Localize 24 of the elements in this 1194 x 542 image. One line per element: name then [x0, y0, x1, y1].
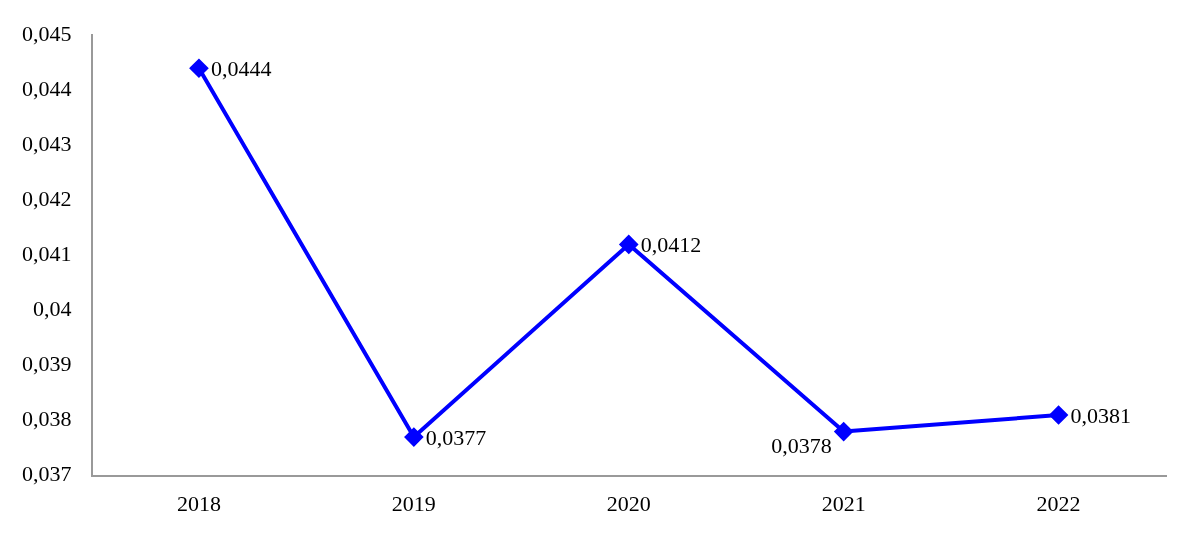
point [834, 422, 853, 441]
point [1049, 406, 1068, 425]
y-tick-label: 0,037 [22, 461, 72, 487]
y-tick-label: 0,045 [22, 20, 72, 46]
x-tick-label: 2020 [606, 490, 651, 516]
y-tick-label: 0,042 [22, 186, 72, 212]
y-tick-label: 0,041 [22, 241, 72, 267]
y-tick-label: 0,039 [22, 351, 72, 377]
y-tick-label: 0,038 [22, 406, 72, 432]
y-tick-label: 0,044 [22, 76, 72, 102]
point [189, 59, 208, 78]
data-label: 0,0378 [771, 433, 832, 459]
data-label: 0,0381 [1070, 402, 1132, 428]
y-tick-label: 0,043 [22, 131, 72, 157]
data-label: 0,0444 [210, 56, 272, 82]
x-tick-label: 2019 [391, 490, 436, 516]
y-tick-label: 0,04 [33, 296, 72, 322]
x-tick-label: 2022 [1036, 490, 1081, 516]
x-tick-label: 2018 [176, 490, 221, 516]
data-label: 0,0377 [425, 424, 487, 450]
point [619, 235, 638, 254]
point [404, 428, 423, 447]
x-tick-label: 2021 [821, 490, 866, 516]
data-label: 0,0412 [640, 232, 702, 258]
